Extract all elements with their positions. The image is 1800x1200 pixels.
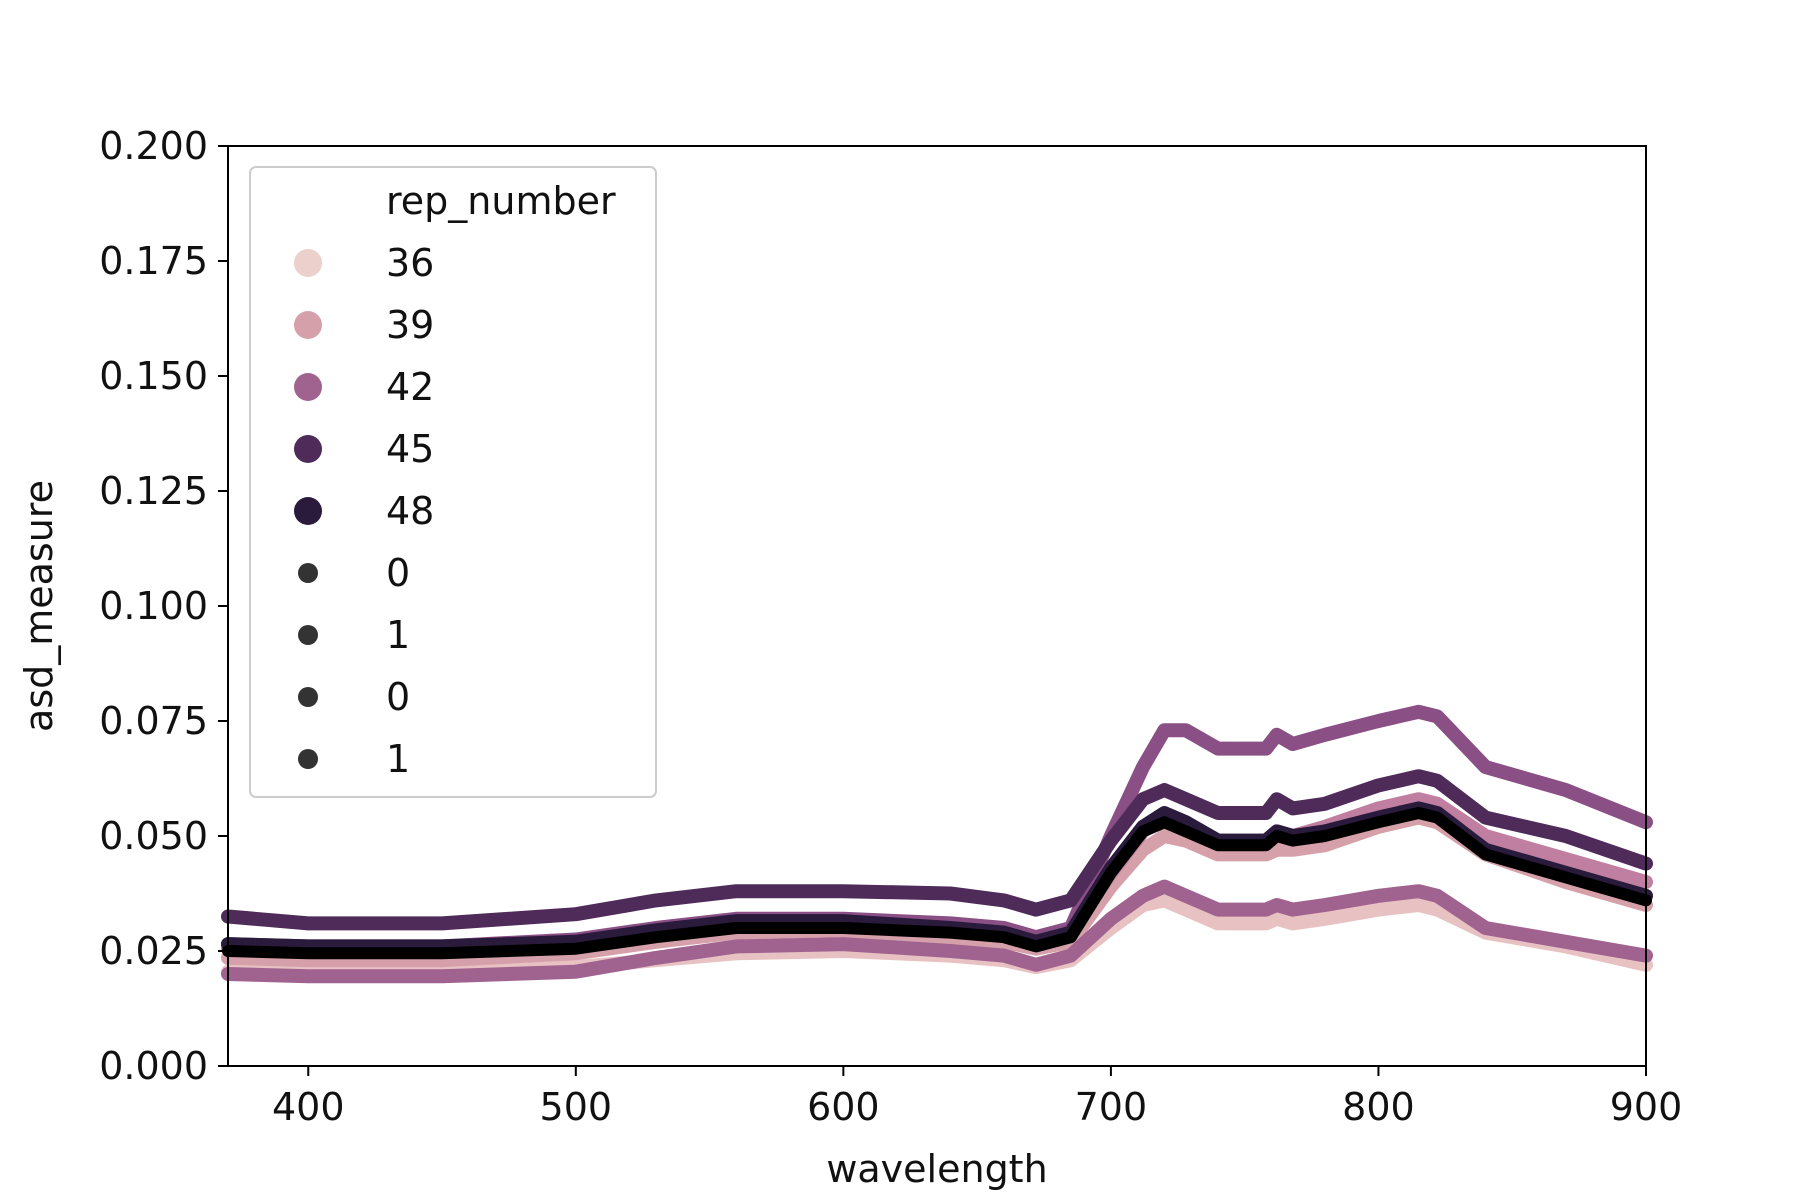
x-tick-label: 800 — [1342, 1085, 1415, 1129]
legend-label: 48 — [386, 489, 434, 533]
x-tick-label: 400 — [272, 1085, 345, 1129]
legend-label: 39 — [386, 303, 434, 347]
y-tick-label: 0.025 — [99, 929, 208, 973]
legend-label: 45 — [386, 427, 434, 471]
legend-title: rep_number — [386, 179, 616, 223]
series-line-45-5 — [221, 769, 1653, 931]
legend: rep_number 36 39 42 45 48 0 1 0 1 — [249, 166, 657, 798]
y-tick-label: 0.150 — [99, 354, 208, 398]
legend-size-label: 1 — [386, 737, 410, 781]
x-tick-label: 700 — [1075, 1085, 1148, 1129]
legend-marker — [294, 435, 322, 463]
legend-marker — [294, 497, 322, 525]
y-axis-label: asd_measure — [17, 480, 61, 732]
legend-marker — [294, 249, 322, 277]
y-tick-label: 0.200 — [99, 124, 208, 168]
legend-label: 42 — [386, 365, 434, 409]
legend-label: 36 — [386, 241, 434, 285]
y-tick-label: 0.075 — [99, 699, 208, 743]
legend-size-marker — [298, 749, 318, 769]
y-axis: 0.000 0.025 0.050 0.075 0.100 0.125 0.150 0.175… — [99, 124, 228, 1088]
x-tick-label: 500 — [540, 1085, 613, 1129]
x-tick-label: 900 — [1610, 1085, 1683, 1129]
y-tick-label: 0.050 — [99, 814, 208, 858]
x-tick-label: 600 — [807, 1085, 880, 1129]
y-tick-label: 0.100 — [99, 584, 208, 628]
legend-size-marker — [298, 563, 318, 583]
x-axis: 400 500 600 700 800 900 — [272, 1066, 1682, 1129]
x-axis-label: wavelength — [826, 1147, 1047, 1191]
legend-marker — [294, 373, 322, 401]
y-tick-label: 0.175 — [99, 239, 208, 283]
legend-size-label: 1 — [386, 613, 410, 657]
y-tick-label: 0.000 — [99, 1044, 208, 1088]
legend-size-label: 0 — [386, 675, 410, 719]
y-tick-label: 0.125 — [99, 469, 208, 513]
legend-size-marker — [298, 687, 318, 707]
legend-size-label: 0 — [386, 551, 410, 595]
legend-box — [249, 166, 657, 798]
series-layer — [221, 704, 1653, 984]
series-line-42-3 — [221, 879, 1653, 984]
legend-marker — [294, 311, 322, 339]
legend-size-marker — [298, 625, 318, 645]
series-line-48-7 — [222, 807, 1652, 960]
